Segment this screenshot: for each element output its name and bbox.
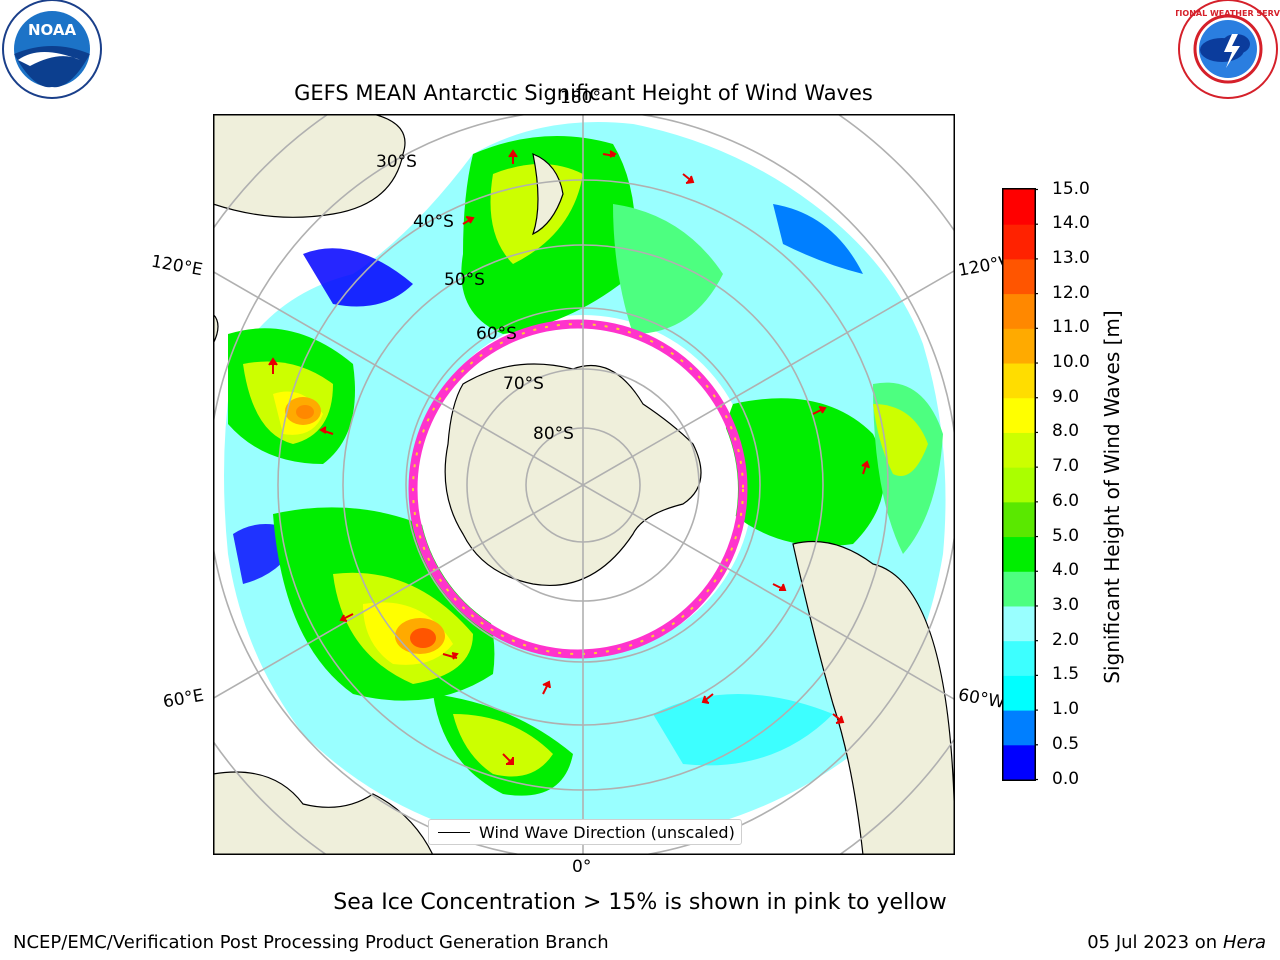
land-masses [213, 114, 955, 855]
legend-line-swatch [438, 832, 470, 833]
colorbar-band [1003, 224, 1035, 260]
footer-host: Hera [1222, 932, 1266, 953]
wind-wave-arrows [268, 149, 870, 765]
colorbar-tick-label: 12.0 [1052, 282, 1090, 303]
lat-label-40s: 40°S [413, 212, 454, 232]
lon-label-120e: 120°E [149, 251, 205, 281]
lat-label-70s: 70°S [503, 374, 544, 394]
lat-label-50s: 50°S [444, 270, 485, 290]
colorbar-tick-label: 15.0 [1052, 178, 1090, 199]
colorbar-tick-label: 6.0 [1052, 490, 1080, 511]
sea-ice-caption: Sea Ice Concentration > 15% is shown in … [333, 890, 947, 915]
australia [213, 114, 406, 218]
colorbar-band [1003, 571, 1035, 607]
map-panel [213, 114, 955, 855]
colorbar-tick-label: 1.0 [1052, 699, 1080, 720]
colorbar-band [1003, 640, 1035, 676]
lat-label-30s: 30°S [376, 152, 417, 172]
colorbar-band [1003, 605, 1035, 642]
colorbar-tick-label: 9.0 [1052, 386, 1080, 407]
colorbar-tick-label: 0.0 [1052, 768, 1080, 789]
lat-label-80s: 80°S [533, 424, 574, 444]
colorbar-tick-label: 5.0 [1052, 525, 1080, 546]
colorbar-tick-label: 3.0 [1052, 594, 1080, 615]
colorbar-band [1003, 258, 1035, 295]
colorbar-tick-label: 2.0 [1052, 629, 1080, 650]
colorbar-tick-label: 13.0 [1052, 247, 1090, 268]
svg-text:NATIONAL WEATHER SERVICE: NATIONAL WEATHER SERVICE [1176, 9, 1280, 18]
colorbar-tick-label: 14.0 [1052, 213, 1090, 234]
colorbar-band [1003, 744, 1035, 780]
new-zealand [531, 153, 564, 236]
noaa-logo: NOAA [2, 0, 102, 99]
antarctica [444, 363, 702, 586]
colorbar-tick-label: 4.0 [1052, 560, 1080, 581]
footer-credit: NCEP/EMC/Verification Post Processing Pr… [13, 932, 609, 953]
footer-date: 05 Jul 2023 on Hera [1087, 932, 1266, 953]
lon-label-180: 180° [560, 88, 601, 108]
lon-label-60e: 60°E [161, 685, 206, 713]
colorbar-band [1003, 397, 1035, 433]
svg-text:NOAA: NOAA [28, 21, 77, 39]
colorbar-tick-label: 1.5 [1052, 664, 1080, 685]
colorbar [1002, 188, 1038, 781]
colorbar-band [1003, 432, 1035, 468]
colorbar-tick-label: 0.5 [1052, 733, 1080, 754]
colorbar-band [1003, 363, 1035, 399]
colorbar-band [1003, 536, 1035, 572]
colorbar-band [1003, 189, 1035, 225]
colorbar-tick-label: 8.0 [1052, 421, 1080, 442]
colorbar-band [1003, 710, 1035, 746]
footer-date-text: 05 Jul 2023 on [1087, 932, 1218, 953]
lon-label-0: 0° [572, 857, 592, 877]
colorbar-tick-label: 10.0 [1052, 352, 1090, 373]
colorbar-band [1003, 675, 1035, 711]
lon-label-60w: 60°W [956, 685, 1007, 713]
legend-label: Wind Wave Direction (unscaled) [479, 823, 735, 842]
nws-logo: NATIONAL WEATHER SERVICE [1176, 0, 1280, 99]
colorbar-band [1003, 467, 1035, 503]
map-legend: Wind Wave Direction (unscaled) [428, 819, 742, 845]
lat-label-60s: 60°S [476, 324, 517, 344]
colorbar-band [1003, 501, 1035, 538]
colorbar-tick-label: 11.0 [1052, 317, 1090, 338]
colorbar-label: Significant Height of Wind Waves [m] [1100, 310, 1124, 684]
title-line-1: GEFS MEAN Antarctic Significant Height o… [294, 81, 873, 105]
meridian-lines [213, 114, 955, 855]
colorbar-tick-label: 7.0 [1052, 456, 1080, 477]
colorbar-band [1003, 293, 1035, 329]
colorbar-band [1003, 328, 1035, 364]
africa [213, 771, 434, 855]
